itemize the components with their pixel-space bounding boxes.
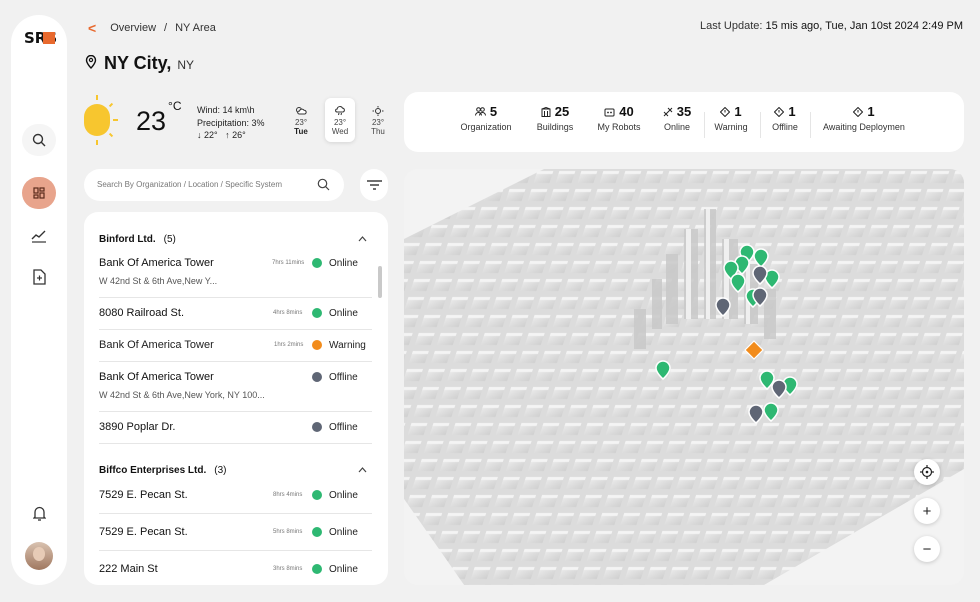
last-update: Last Update: 15 mis ago, Tue, Jan 10st 2…	[700, 20, 963, 32]
city-state: NY	[177, 58, 195, 72]
map-canvas	[404, 169, 964, 585]
locate-button[interactable]	[914, 459, 940, 485]
stat-divider	[810, 112, 811, 138]
stat-divider	[704, 112, 705, 138]
row-divider	[99, 411, 372, 412]
page-title: NY City, NY	[84, 53, 194, 74]
crosshair-icon	[920, 465, 934, 479]
filter-icon	[366, 180, 382, 190]
partly-cloudy-icon	[296, 107, 307, 115]
stats-bar: 5 Organization 25 Buildings 40 My Robots…	[404, 92, 964, 152]
wind: Wind: 14 km\h	[197, 105, 255, 115]
status-dot-offline	[312, 422, 322, 432]
forecast-day-selected[interactable]: 23° Wed	[325, 98, 355, 142]
temp-range: ↓ 22° ↑ 26°	[197, 130, 246, 140]
stat-organization[interactable]: 5 Organization	[460, 104, 512, 132]
robot-icon	[604, 108, 615, 116]
group-header[interactable]: Biffco Enterprises Ltd. (3)	[99, 465, 227, 476]
stat-warning[interactable]: 1 Warning	[714, 104, 748, 132]
breadcrumb-separator: /	[164, 22, 168, 34]
sun-outline-icon	[372, 106, 384, 116]
logo-square	[43, 32, 55, 44]
diamond-icon	[774, 106, 785, 117]
map-pin-warning	[744, 340, 764, 360]
status-dot-online	[312, 527, 322, 537]
breadcrumb: < Overview / NY Area	[88, 20, 216, 36]
search-icon	[317, 178, 330, 191]
row-divider	[99, 361, 372, 362]
last-update-value: 15 mis ago, Tue, Jan 10st 2024 2:49 PM	[765, 20, 963, 32]
status-dot-online	[312, 564, 322, 574]
city-map[interactable]: + −	[404, 169, 964, 585]
group-header[interactable]: Binford Ltd. (5)	[99, 234, 176, 245]
row-divider	[99, 329, 372, 330]
weather-details: Wind: 14 km\h Precipitation: 3% ↓ 22° ↑ …	[197, 104, 265, 142]
stat-buildings[interactable]: 25 Buildings	[536, 104, 574, 132]
forecast-day[interactable]: 23° Tue	[286, 106, 316, 136]
city-name: NY City,	[104, 53, 172, 73]
status-dot-warning	[312, 340, 322, 350]
zoom-in-button[interactable]: +	[914, 498, 940, 524]
diamond-icon	[720, 106, 731, 117]
status-dot-online	[312, 308, 322, 318]
collapse-chevron-icon[interactable]	[358, 236, 367, 242]
row-divider	[99, 297, 372, 298]
filter-button[interactable]	[360, 169, 388, 201]
stat-offline[interactable]: 1 Offline	[772, 104, 798, 132]
stat-online[interactable]: 35 Online	[663, 104, 692, 132]
stat-awaiting-deployment[interactable]: 1 Awaiting Deploymen	[823, 104, 905, 132]
reports-nav-button[interactable]	[22, 261, 56, 293]
signal-icon	[663, 107, 673, 116]
row-divider	[99, 513, 372, 514]
row-divider	[99, 443, 372, 444]
list-item[interactable]: Bank Of America Tower W 42nd St & 6th Av…	[99, 257, 358, 286]
status-dot-offline	[312, 372, 322, 382]
notifications-button[interactable]	[22, 497, 56, 529]
stat-my-robots[interactable]: 40 My Robots	[597, 104, 641, 132]
sidebar: SRS	[11, 15, 67, 585]
bell-icon	[32, 506, 46, 521]
status-label: Online	[329, 258, 358, 269]
search-button[interactable]	[22, 124, 56, 156]
rain-cloud-icon	[335, 106, 345, 116]
current-temperature: 23 °C	[136, 99, 182, 136]
building-list: Binford Ltd. (5) Bank Of America Tower W …	[84, 212, 388, 585]
brand-logo[interactable]: SRS	[24, 31, 57, 63]
search-icon	[32, 133, 46, 147]
stat-divider	[760, 112, 761, 138]
building-icon	[541, 106, 551, 117]
status-dot-online	[312, 490, 322, 500]
precipitation: Precipitation: 3%	[197, 117, 265, 128]
weather-widget: 23 °C Wind: 14 km\h Precipitation: 3% ↓ 2…	[80, 92, 390, 152]
search-placeholder: Search By Organization / Location / Spec…	[97, 180, 282, 189]
back-chevron-icon[interactable]: <	[88, 20, 97, 36]
scrollbar[interactable]	[378, 266, 382, 298]
breadcrumb-current: NY Area	[175, 22, 216, 34]
analytics-nav-button[interactable]	[22, 220, 56, 252]
map-markers	[655, 244, 798, 424]
diamond-icon	[853, 106, 864, 117]
forecast-day[interactable]: 23° Thu	[366, 106, 390, 136]
zoom-out-button[interactable]: −	[914, 536, 940, 562]
document-icon	[32, 269, 46, 285]
search-input[interactable]: Search By Organization / Location / Spec…	[84, 169, 344, 201]
row-divider	[99, 550, 372, 551]
map-pin-offline	[715, 265, 787, 424]
last-update-label: Last Update:	[700, 20, 763, 32]
chart-icon	[31, 230, 46, 243]
location-pin-icon	[85, 55, 97, 69]
users-icon	[474, 107, 486, 116]
avatar[interactable]	[25, 542, 53, 570]
dashboard-icon	[33, 187, 45, 199]
breadcrumb-overview[interactable]: Overview	[110, 22, 157, 34]
status-dot-online	[312, 258, 322, 268]
dashboard-nav-button[interactable]	[22, 177, 56, 209]
collapse-chevron-icon[interactable]	[358, 467, 367, 473]
